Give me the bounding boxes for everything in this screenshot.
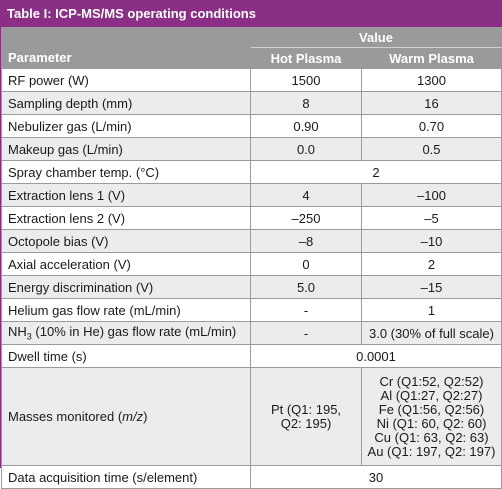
table-row: Extraction lens 1 (V) 4 –100 <box>1 183 502 207</box>
table-row: Sampling depth (mm) 8 16 <box>1 91 502 115</box>
warm-cell: –5 <box>361 206 502 230</box>
param-cell: Axial acceleration (V) <box>1 252 251 276</box>
hot-line: Q2: 195) <box>280 415 332 431</box>
value-header: Value <box>250 27 502 48</box>
warm-plasma-header: Warm Plasma <box>361 47 502 69</box>
warm-cell: 2 <box>361 252 502 276</box>
warm-cell: 1300 <box>361 68 502 92</box>
warm-cell: –10 <box>361 229 502 253</box>
param-cell: RF power (W) <box>1 68 251 92</box>
hot-cell: 8 <box>250 91 362 115</box>
param-italic: m/z <box>122 409 144 424</box>
warm-cell: –15 <box>361 275 502 299</box>
param-cell: Energy discrimination (V) <box>1 275 251 299</box>
hot-line: Pt (Q1: 195, <box>270 401 342 417</box>
table-title: Table I: ICP-MS/MS operating conditions <box>1 1 501 27</box>
header-row-1: Parameter Value <box>1 27 502 69</box>
param-text: NH <box>8 324 27 340</box>
param-text: (10% in He) gas flow rate (mL/min) <box>31 324 237 340</box>
warm-cell: –100 <box>361 183 502 207</box>
warm-cell: 1 <box>361 298 502 322</box>
param-cell: Dwell time (s) <box>1 344 251 368</box>
table-row: Energy discrimination (V) 5.0 –15 <box>1 275 502 299</box>
warm-line: Al (Q1:27, Q2:27) <box>380 387 483 403</box>
hot-cell: 0.90 <box>250 114 362 138</box>
hot-cell: 0 <box>250 252 362 276</box>
param-cell: Extraction lens 1 (V) <box>1 183 251 207</box>
warm-line: Cr (Q1:52, Q2:52) <box>379 373 484 389</box>
merged-value-cell: 30 <box>250 465 502 489</box>
hot-cell: 4 <box>250 183 362 207</box>
table-row: Masses monitored (m/z) Pt (Q1: 195, Q2: … <box>1 367 502 466</box>
hot-cell: - <box>250 298 362 322</box>
table-row: NH3 (10% in He) gas flow rate (mL/min) -… <box>1 321 502 345</box>
warm-line: Au (Q1: 197, Q2: 197) <box>367 443 496 459</box>
table-row: Makeup gas (L/min) 0.0 0.5 <box>1 137 502 161</box>
warm-cell: Cr (Q1:52, Q2:52) Al (Q1:27, Q2:27) Fe (… <box>361 367 502 466</box>
table-row: Helium gas flow rate (mL/min) - 1 <box>1 298 502 322</box>
warm-line: Fe (Q1:56, Q2:56) <box>378 401 485 417</box>
param-cell: Spray chamber temp. (°C) <box>1 160 251 184</box>
hot-cell: - <box>250 321 362 345</box>
hot-cell: 0.0 <box>250 137 362 161</box>
hot-cell: –250 <box>250 206 362 230</box>
table-row: Data acquisition time (s/element) 30 <box>1 465 502 489</box>
operating-conditions-table: Parameter Value Hot Plasma Warm Plasma R… <box>1 27 502 489</box>
warm-cell: 0.5 <box>361 137 502 161</box>
hot-cell: 1500 <box>250 68 362 92</box>
table-row: Axial acceleration (V) 0 2 <box>1 252 502 276</box>
param-cell: Data acquisition time (s/element) <box>1 465 251 489</box>
warm-line: Cu (Q1: 63, Q2: 63) <box>374 429 489 445</box>
hot-cell: Pt (Q1: 195, Q2: 195) <box>250 367 362 466</box>
param-cell: Masses monitored (m/z) <box>1 367 251 466</box>
merged-value-cell: 2 <box>250 160 502 184</box>
param-cell: Sampling depth (mm) <box>1 91 251 115</box>
header-row-2: Hot Plasma Warm Plasma <box>2 47 502 69</box>
table-row: RF power (W) 1500 1300 <box>1 68 502 92</box>
table-row: Nebulizer gas (L/min) 0.90 0.70 <box>1 114 502 138</box>
parameter-header: Parameter <box>1 27 251 69</box>
param-cell: Makeup gas (L/min) <box>1 137 251 161</box>
warm-line: Ni (Q1: 60, Q2: 60) <box>376 415 487 431</box>
hot-cell: 5.0 <box>250 275 362 299</box>
hot-plasma-header: Hot Plasma <box>250 47 362 69</box>
param-cell: Octopole bias (V) <box>1 229 251 253</box>
table-row: Octopole bias (V) –8 –10 <box>1 229 502 253</box>
table-row: Dwell time (s) 0.0001 <box>1 344 502 368</box>
param-cell: Extraction lens 2 (V) <box>1 206 251 230</box>
table-row: Spray chamber temp. (°C) 2 <box>1 160 502 184</box>
param-cell: Nebulizer gas (L/min) <box>1 114 251 138</box>
param-cell: NH3 (10% in He) gas flow rate (mL/min) <box>1 321 251 345</box>
hot-cell: –8 <box>250 229 362 253</box>
param-text: Masses monitored ( <box>8 409 123 424</box>
merged-value-cell: 0.0001 <box>250 344 502 368</box>
param-cell: Helium gas flow rate (mL/min) <box>1 298 251 322</box>
warm-cell: 16 <box>361 91 502 115</box>
warm-cell: 0.70 <box>361 114 502 138</box>
param-subscript: 3 <box>26 331 32 342</box>
table-row: Extraction lens 2 (V) –250 –5 <box>1 206 502 230</box>
param-text: ) <box>143 409 148 424</box>
warm-cell: 3.0 (30% of full scale) <box>361 321 502 345</box>
